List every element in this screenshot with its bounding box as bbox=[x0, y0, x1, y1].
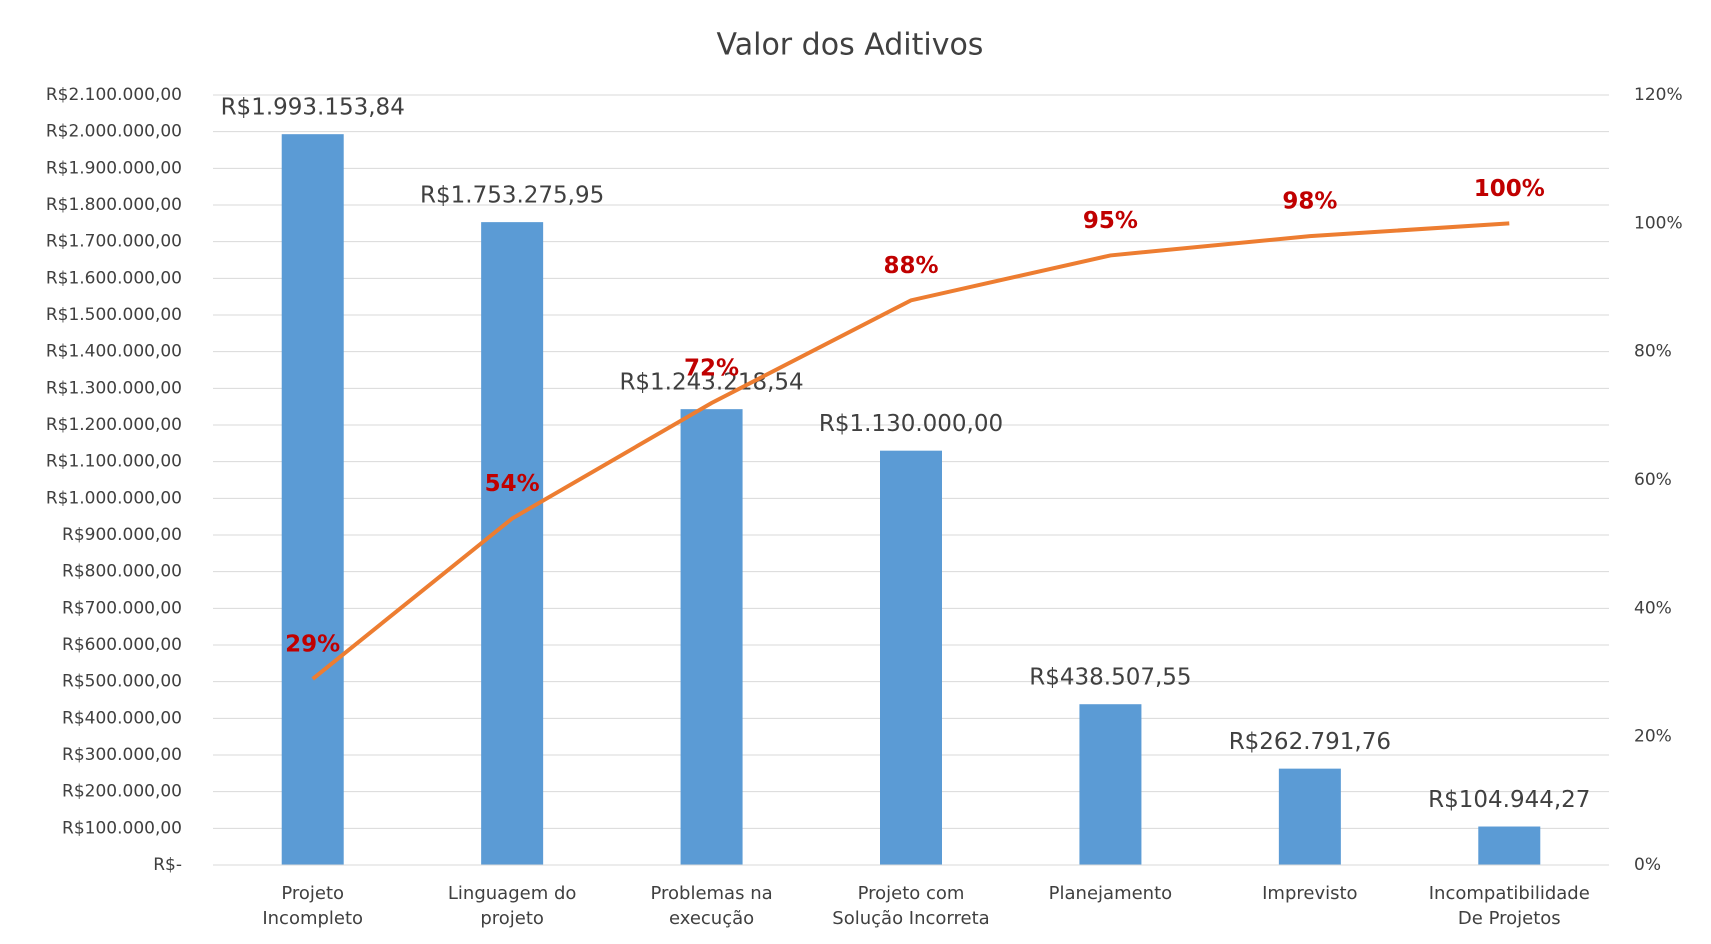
cumulative-line bbox=[311, 221, 1510, 681]
y-tick-label: R$1.900.000,00 bbox=[46, 158, 182, 178]
y-tick-label: R$1.500.000,00 bbox=[46, 305, 182, 325]
x-tick-label: Imprevisto bbox=[1262, 883, 1358, 904]
y-tick-label: R$200.000,00 bbox=[62, 782, 182, 802]
y-tick-label: R$500.000,00 bbox=[62, 672, 182, 692]
bar-value-label: R$262.791,76 bbox=[1229, 729, 1391, 755]
y2-tick-label: 120% bbox=[1634, 85, 1683, 105]
y-tick-label: R$1.700.000,00 bbox=[46, 232, 182, 252]
y-tick-label: R$2.100.000,00 bbox=[46, 85, 182, 105]
y-tick-label: R$- bbox=[153, 855, 182, 875]
y-tick-label: R$2.000.000,00 bbox=[46, 122, 182, 142]
bar bbox=[880, 450, 942, 865]
y-tick-label: R$1.400.000,00 bbox=[46, 342, 182, 362]
line-value-label: 72% bbox=[684, 356, 739, 382]
y-tick-label: R$1.000.000,00 bbox=[46, 488, 182, 508]
y-tick-label: R$800.000,00 bbox=[62, 562, 182, 582]
y-tick-label: R$1.300.000,00 bbox=[46, 378, 182, 398]
y-tick-label: R$600.000,00 bbox=[62, 635, 182, 655]
x-tick-label: Projeto Incompleto bbox=[262, 883, 364, 929]
x-tick-label: Incompatibilidade De Projetos bbox=[1428, 883, 1590, 929]
bar-value-label: R$1.753.275,95 bbox=[420, 183, 604, 209]
line-value-label: 54% bbox=[485, 471, 540, 497]
x-tick-label: Problemas na execução bbox=[650, 883, 773, 929]
bar-value-label: R$1.993.153,84 bbox=[221, 95, 405, 121]
line-value-label: 29% bbox=[285, 631, 340, 657]
line-value-label: 95% bbox=[1083, 208, 1138, 234]
bar bbox=[1278, 768, 1341, 865]
y2-tick-label: 60% bbox=[1634, 470, 1672, 490]
bar-value-label: R$1.130.000,00 bbox=[819, 411, 1003, 437]
bar bbox=[680, 409, 743, 865]
line-value-label: 88% bbox=[883, 253, 938, 279]
bar-value-label: R$104.944,27 bbox=[1428, 787, 1590, 813]
chart-title: Valor dos Aditivos bbox=[717, 28, 984, 63]
bar-value-label: R$1.243.218,54 bbox=[619, 370, 803, 396]
y-tick-label: R$100.000,00 bbox=[62, 818, 182, 838]
y-tick-label: R$1.800.000,00 bbox=[46, 195, 182, 215]
y-tick-label: R$900.000,00 bbox=[62, 525, 182, 545]
bar bbox=[481, 222, 544, 866]
y2-tick-label: 0% bbox=[1634, 855, 1661, 875]
x-tick-label: Projeto com Solução Incorreta bbox=[832, 883, 990, 929]
bar bbox=[1079, 704, 1142, 865]
y-tick-label: R$1.100.000,00 bbox=[46, 452, 182, 472]
y-tick-label: R$400.000,00 bbox=[62, 708, 182, 728]
y2-tick-label: 20% bbox=[1634, 727, 1672, 747]
x-tick-label: Linguagem do projeto bbox=[447, 883, 577, 929]
y-tick-label: R$1.200.000,00 bbox=[46, 415, 182, 435]
bar-value-label: R$438.507,55 bbox=[1029, 665, 1191, 691]
y2-tick-label: 100% bbox=[1634, 213, 1683, 233]
y2-tick-label: 40% bbox=[1634, 598, 1672, 618]
y2-tick-label: 80% bbox=[1634, 342, 1672, 362]
line-value-label: 98% bbox=[1282, 189, 1337, 215]
y-tick-label: R$300.000,00 bbox=[62, 745, 182, 765]
line-value-label: 100% bbox=[1474, 176, 1545, 202]
y-tick-label: R$700.000,00 bbox=[62, 598, 182, 618]
bar bbox=[281, 134, 344, 865]
x-tick-label: Planejamento bbox=[1048, 883, 1173, 904]
bar bbox=[1478, 826, 1541, 865]
y-tick-label: R$1.600.000,00 bbox=[46, 268, 182, 288]
